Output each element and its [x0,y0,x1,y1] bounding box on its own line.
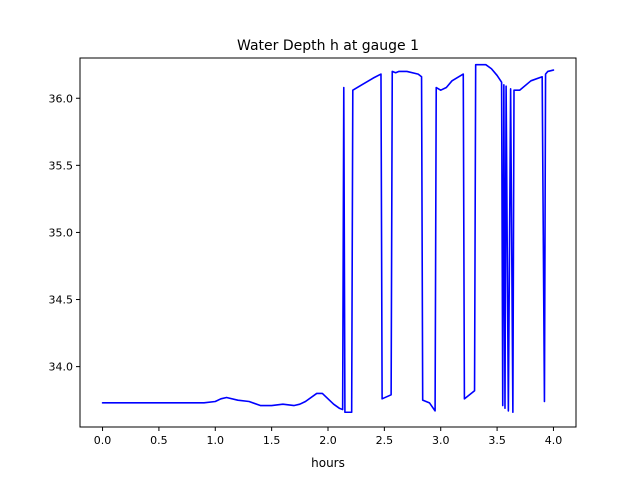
chart-title: Water Depth h at gauge 1 [237,38,419,54]
x-tick-label: 2.0 [319,434,337,447]
x-tick-label: 0.0 [94,434,112,447]
x-axis-label: hours [311,456,345,470]
x-tick-label: 1.0 [207,434,225,447]
x-tick-label: 3.5 [488,434,506,447]
y-tick-label: 35.5 [49,159,74,172]
y-axis: 34.0 34.5 35.0 35.5 36.0 [49,92,80,374]
x-tick-label: 0.5 [150,434,168,447]
x-tick-label: 1.5 [263,434,281,447]
y-tick-label: 34.0 [49,361,74,374]
x-tick-label: 2.5 [376,434,394,447]
plot-area-frame [79,57,577,428]
series-layer [101,63,555,414]
x-axis: 0.0 0.5 1.0 1.5 2.0 2.5 3.0 3.5 4.0 [94,427,562,447]
y-tick-label: 36.0 [49,92,74,105]
y-tick-label: 34.5 [49,294,74,307]
x-tick-label: 4.0 [545,434,563,447]
series-line-0 [101,63,555,414]
x-tick-label: 3.0 [432,434,450,447]
y-tick-label: 35.0 [49,226,74,239]
